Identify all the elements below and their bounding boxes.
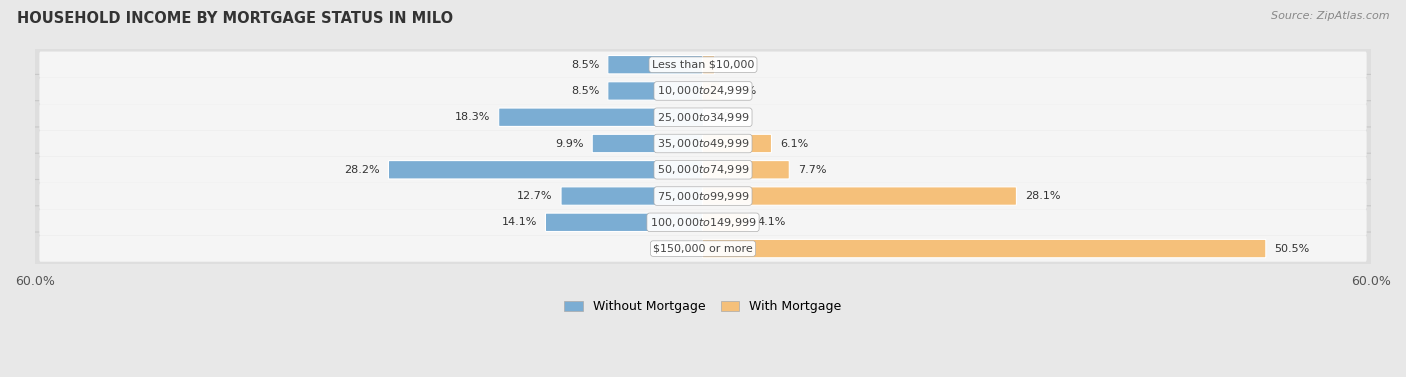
Text: 4.1%: 4.1% <box>758 217 786 227</box>
Text: 9.9%: 9.9% <box>555 138 583 149</box>
FancyBboxPatch shape <box>34 127 1372 160</box>
FancyBboxPatch shape <box>39 78 1367 104</box>
FancyBboxPatch shape <box>703 161 789 179</box>
FancyBboxPatch shape <box>39 156 1367 183</box>
FancyBboxPatch shape <box>39 52 1367 78</box>
FancyBboxPatch shape <box>39 130 1367 156</box>
FancyBboxPatch shape <box>34 179 1372 213</box>
Text: $50,000 to $74,999: $50,000 to $74,999 <box>657 163 749 176</box>
FancyBboxPatch shape <box>561 187 703 205</box>
Text: 0.0%: 0.0% <box>711 112 740 122</box>
Text: 1.0%: 1.0% <box>723 60 751 70</box>
Text: 14.1%: 14.1% <box>502 217 537 227</box>
FancyBboxPatch shape <box>34 101 1372 134</box>
Text: 12.7%: 12.7% <box>517 191 553 201</box>
Text: $10,000 to $24,999: $10,000 to $24,999 <box>657 84 749 98</box>
FancyBboxPatch shape <box>703 82 720 100</box>
Text: HOUSEHOLD INCOME BY MORTGAGE STATUS IN MILO: HOUSEHOLD INCOME BY MORTGAGE STATUS IN M… <box>17 11 453 26</box>
FancyBboxPatch shape <box>39 104 1367 130</box>
Text: 18.3%: 18.3% <box>456 112 491 122</box>
Text: 7.7%: 7.7% <box>797 165 827 175</box>
FancyBboxPatch shape <box>39 183 1367 209</box>
FancyBboxPatch shape <box>592 134 703 153</box>
Text: 6.1%: 6.1% <box>780 138 808 149</box>
Text: $35,000 to $49,999: $35,000 to $49,999 <box>657 137 749 150</box>
Text: 1.5%: 1.5% <box>728 86 756 96</box>
FancyBboxPatch shape <box>499 108 703 126</box>
FancyBboxPatch shape <box>703 134 772 153</box>
Text: Less than $10,000: Less than $10,000 <box>652 60 754 70</box>
FancyBboxPatch shape <box>703 55 714 74</box>
Text: $150,000 or more: $150,000 or more <box>654 244 752 254</box>
FancyBboxPatch shape <box>607 55 703 74</box>
Legend: Without Mortgage, With Mortgage: Without Mortgage, With Mortgage <box>560 296 846 319</box>
Text: 0.0%: 0.0% <box>666 244 695 254</box>
FancyBboxPatch shape <box>703 239 1265 258</box>
Text: $25,000 to $34,999: $25,000 to $34,999 <box>657 111 749 124</box>
FancyBboxPatch shape <box>34 48 1372 81</box>
FancyBboxPatch shape <box>703 213 749 231</box>
FancyBboxPatch shape <box>39 209 1367 236</box>
FancyBboxPatch shape <box>34 232 1372 265</box>
FancyBboxPatch shape <box>34 153 1372 186</box>
Text: 28.1%: 28.1% <box>1025 191 1060 201</box>
Text: 50.5%: 50.5% <box>1274 244 1309 254</box>
Text: 8.5%: 8.5% <box>571 86 599 96</box>
FancyBboxPatch shape <box>703 187 1017 205</box>
Text: 28.2%: 28.2% <box>344 165 380 175</box>
FancyBboxPatch shape <box>388 161 703 179</box>
FancyBboxPatch shape <box>34 74 1372 107</box>
Text: $100,000 to $149,999: $100,000 to $149,999 <box>650 216 756 229</box>
FancyBboxPatch shape <box>546 213 703 231</box>
FancyBboxPatch shape <box>34 206 1372 239</box>
FancyBboxPatch shape <box>607 82 703 100</box>
Text: Source: ZipAtlas.com: Source: ZipAtlas.com <box>1271 11 1389 21</box>
Text: $75,000 to $99,999: $75,000 to $99,999 <box>657 190 749 202</box>
Text: 8.5%: 8.5% <box>571 60 599 70</box>
FancyBboxPatch shape <box>39 236 1367 262</box>
